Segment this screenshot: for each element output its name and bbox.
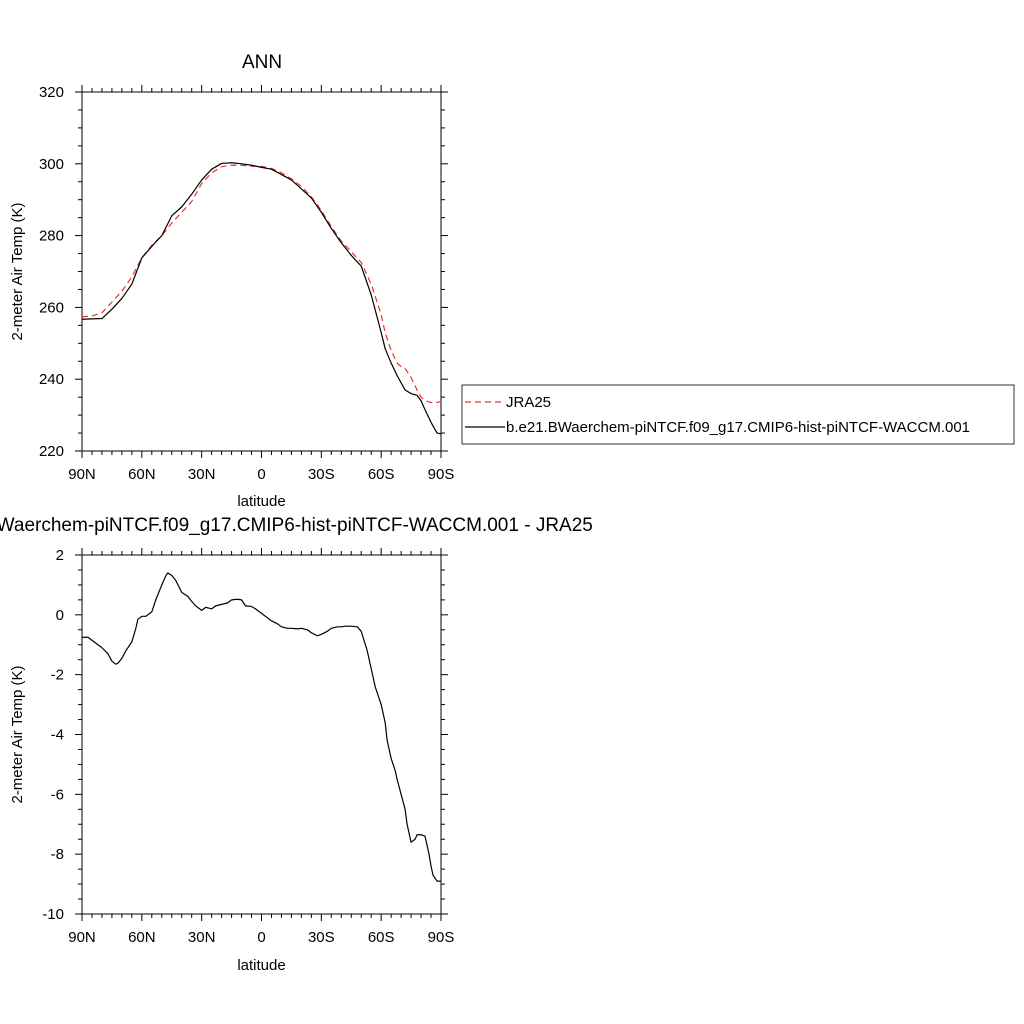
y-tick-label: -2 xyxy=(51,667,64,684)
series-line-0 xyxy=(81,164,442,404)
series-group xyxy=(82,572,441,882)
y-tick-label: 260 xyxy=(39,299,64,316)
y-axis-label: 2-meter Air Temp (K) xyxy=(9,202,26,340)
x-tick-label: 30N xyxy=(188,466,216,483)
bottom-chart: b.e21.BWaerchem-piNTCF.f09_g17.CMIP6-his… xyxy=(0,515,593,974)
x-tick-label: 60S xyxy=(368,929,395,946)
y-tick-label: -4 xyxy=(51,727,64,744)
top-chart: ANN 2-meter Air Temp (K) latitude 90N 60N… xyxy=(9,52,454,510)
legend-label-model: b.e21.BWaerchem-piNTCF.f09_g17.CMIP6-his… xyxy=(506,419,970,436)
y-tick-label: -10 xyxy=(42,906,64,923)
chart-title: ANN xyxy=(242,52,282,73)
x-tick-label: 30S xyxy=(308,929,335,946)
x-tick-label: 0 xyxy=(257,466,265,483)
legend-box xyxy=(461,384,1015,445)
y-tick-label: -8 xyxy=(51,846,64,863)
y-tick-label: 0 xyxy=(56,607,64,624)
x-tick-label: 90N xyxy=(68,929,96,946)
axis-ticks: 90N 60N 30N 0 30S 60S 90S 220 240 260 280 300 320 xyxy=(39,84,454,483)
x-tick-label: 60S xyxy=(368,466,395,483)
y-tick-label: -6 xyxy=(51,786,64,803)
x-tick-label: 30S xyxy=(308,466,335,483)
x-tick-label: 30N xyxy=(188,929,216,946)
x-tick-label: 60N xyxy=(128,929,156,946)
x-tick-label: 90S xyxy=(428,466,455,483)
x-tick-label: 90S xyxy=(428,929,455,946)
x-tick-label: 90N xyxy=(68,466,96,483)
series-line-1 xyxy=(81,162,442,435)
x-axis-label: latitude xyxy=(237,493,285,510)
y-axis-label: 2-meter Air Temp (K) xyxy=(9,665,26,803)
plot-frame xyxy=(81,554,442,915)
y-tick-label: 280 xyxy=(39,228,64,245)
axis-ticks: 90N 60N 30N 0 30S 60S 90S -10 -8 -6 -4 -2 0 2 xyxy=(42,547,454,946)
series-group xyxy=(81,162,442,435)
y-tick-label: 240 xyxy=(39,371,64,388)
legend: JRA25 b.e21.BWaerchem-piNTCF.f09_g17.CMI… xyxy=(461,384,1015,445)
y-tick-label: 220 xyxy=(39,443,64,460)
x-tick-label: 60N xyxy=(128,466,156,483)
plot-frame xyxy=(81,91,442,452)
y-tick-label: 2 xyxy=(56,547,64,564)
x-tick-label: 0 xyxy=(257,929,265,946)
chart-title: b.e21.BWaerchem-piNTCF.f09_g17.CMIP6-his… xyxy=(0,515,593,536)
x-axis-label: latitude xyxy=(237,957,285,974)
y-tick-label: 300 xyxy=(39,156,64,173)
y-tick-label: 320 xyxy=(39,84,64,101)
series-line-0 xyxy=(82,572,441,882)
legend-label-jra25: JRA25 xyxy=(506,394,551,411)
